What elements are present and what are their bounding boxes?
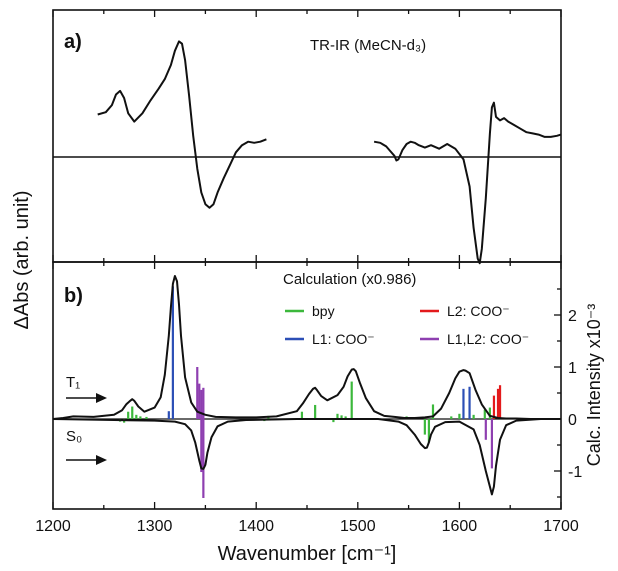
axis-ticks [52,10,562,509]
right-axis-ticks [554,288,561,498]
y-tick-label: 2 [568,308,577,325]
x-tick-label: 1200 [35,518,71,535]
calc-curve-t1 [52,275,561,420]
legend-label-l2: L2: COO⁻ [447,303,510,319]
legend-label-l1l2: L1,L2: COO⁻ [447,331,529,347]
x-tick-labels: 1200 1300 1400 1500 1600 1700 [35,518,579,535]
y-tick-label: 0 [568,412,577,429]
legend-label-l1: L1: COO⁻ [312,331,375,347]
state-t1-label: T₁ [66,374,80,391]
x-tick-label: 1600 [442,518,478,535]
panel-a-label: a) [64,31,82,53]
panel-a-frame [52,9,562,263]
t1-arrow [66,393,107,403]
x-axis-label: Wavenumber [cm⁻¹] [218,543,397,565]
panel-b-label: b) [64,285,83,307]
y-tick-labels: -1 0 1 2 [568,308,582,481]
panel-a-title: TR-IR (MeCN-d₃) [310,37,426,54]
state-s0-label: S₀ [66,428,82,445]
x-tick-label: 1400 [238,518,274,535]
x-tick-label: 1700 [543,518,579,535]
spectrum-curves [52,40,562,496]
panel-b-title: Calculation (x0.986) [283,271,416,288]
panel-b-frame [52,261,562,510]
x-tick-label: 1500 [340,518,376,535]
legend-label-bpy: bpy [312,303,335,319]
legend: bpy L2: COO⁻ L1: COO⁻ L1,L2: COO⁻ [285,303,529,347]
tr-ir-curve-1 [97,40,267,209]
y-tick-label: 1 [568,360,577,377]
stick-spectra [118,286,502,499]
x-tick-label: 1300 [137,518,173,535]
s0-arrow [66,455,107,465]
y-tick-label: -1 [568,464,582,481]
tr-ir-curve-2 [373,101,562,265]
y-axis-right-label: Calc. Intensity x10⁻³ [584,304,604,467]
y-axis-left-label: ΔAbs (arb. unit) [11,191,33,330]
calc-curve-s0 [52,418,561,496]
